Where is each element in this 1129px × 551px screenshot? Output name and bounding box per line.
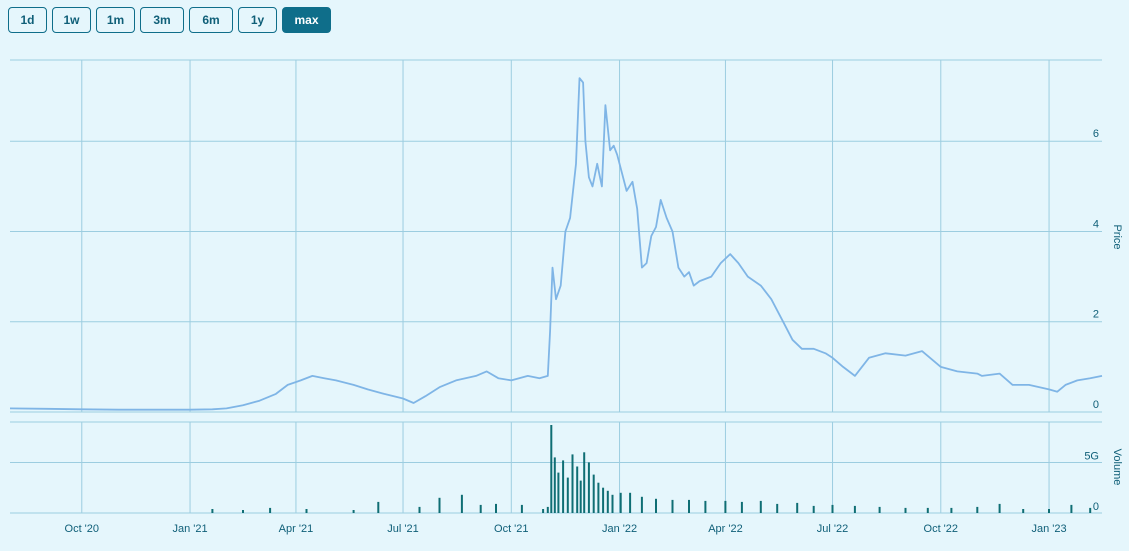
price-line [9, 77, 1103, 411]
volume-bars [211, 425, 1092, 513]
volume-bar [1048, 509, 1050, 513]
volume-bar [619, 492, 622, 513]
price-axis-title: Price [1111, 224, 1123, 249]
volume-bar [418, 506, 421, 513]
volume-bar [592, 474, 595, 513]
volume-bar [460, 494, 463, 513]
volume-bar [655, 498, 657, 513]
range-button-max[interactable]: max [282, 7, 331, 33]
volume-bar [606, 490, 609, 513]
volume-tick-label: 0 [1093, 501, 1099, 513]
volume-bar [597, 482, 600, 513]
volume-bar [1022, 509, 1025, 513]
x-tick-label: Oct '21 [494, 523, 529, 535]
x-tick-label: Jan '21 [172, 523, 207, 535]
volume-bar [583, 452, 586, 513]
volume-bar [724, 500, 727, 513]
x-tick-label: Jul '22 [817, 523, 848, 535]
price-tick-label: 6 [1093, 128, 1099, 140]
x-tick-label: Oct '22 [924, 523, 959, 535]
volume-bar [704, 500, 707, 513]
x-axis-ticks: Oct '20 Jan '21 Apr '21 Jul '21 Oct '21 Jan '… [65, 523, 1067, 535]
volume-bar [520, 504, 523, 513]
volume-bar [976, 506, 979, 513]
x-tick-label: Oct '20 [65, 523, 100, 535]
volume-bar [611, 494, 614, 513]
volume-bar [740, 501, 743, 513]
volume-bar [629, 492, 632, 513]
price-tick-label: 0 [1093, 399, 1099, 411]
volume-bar [242, 510, 244, 513]
x-tick-label: Jan '22 [602, 523, 637, 535]
volume-bar [671, 499, 674, 513]
x-tick-label: Apr '22 [708, 523, 743, 535]
volume-bar [587, 462, 590, 513]
volume-axis-title: Volume [1111, 449, 1123, 486]
range-button-1y[interactable]: 1y [238, 7, 277, 33]
volume-bar [688, 499, 690, 513]
volume-bar [269, 507, 272, 513]
range-button-1m[interactable]: 1m [96, 7, 135, 33]
volume-bar [542, 509, 545, 513]
volume-bar [831, 504, 834, 513]
volume-bar [926, 507, 929, 513]
volume-bar [211, 509, 214, 513]
volume-bar [562, 460, 565, 513]
volume-bar [566, 477, 569, 513]
x-tick-label: Apr '21 [279, 523, 314, 535]
volume-bar [878, 506, 881, 513]
volume-bar [759, 500, 762, 513]
volume-bar [546, 506, 549, 513]
volume-bar [950, 507, 953, 513]
volume-bar [796, 502, 799, 513]
volume-bar [550, 425, 553, 513]
volume-tick-label: 5G [1084, 450, 1099, 462]
range-button-6m[interactable]: 6m [189, 7, 233, 33]
volume-bar [853, 505, 856, 513]
range-button-1d[interactable]: 1d [8, 7, 47, 33]
volume-bar [1089, 507, 1092, 513]
volume-bar [553, 457, 556, 513]
volume-bar [576, 466, 579, 513]
volume-bar [579, 480, 582, 513]
volume-bar [571, 454, 574, 513]
volume-bar [904, 507, 907, 513]
volume-bar [640, 496, 643, 513]
volume-bar [602, 487, 605, 513]
volume-bar [438, 497, 441, 513]
volume-bar [377, 501, 380, 513]
price-tick-label: 2 [1093, 309, 1099, 321]
price-tick-label: 4 [1093, 218, 1099, 230]
volume-bar [352, 510, 355, 513]
x-tick-label: Jan '23 [1031, 523, 1066, 535]
volume-bar [479, 504, 482, 513]
volume-bar [812, 505, 815, 513]
volume-axis-ticks: 0 5G [1084, 450, 1099, 513]
volume-bar [998, 503, 1001, 513]
volume-bar [1070, 504, 1073, 513]
range-selector: 1d 1w 1m 3m 6m 1y max [8, 7, 331, 33]
volume-bar [776, 503, 779, 513]
grid-lines [10, 59, 1102, 514]
price-axis-ticks: 0 2 4 6 [1093, 128, 1099, 411]
volume-bar [495, 503, 497, 513]
volume-bar [557, 472, 560, 513]
range-button-1w[interactable]: 1w [52, 7, 91, 33]
range-button-3m[interactable]: 3m [140, 7, 184, 33]
volume-bar [305, 509, 308, 513]
x-tick-label: Jul '21 [387, 523, 418, 535]
